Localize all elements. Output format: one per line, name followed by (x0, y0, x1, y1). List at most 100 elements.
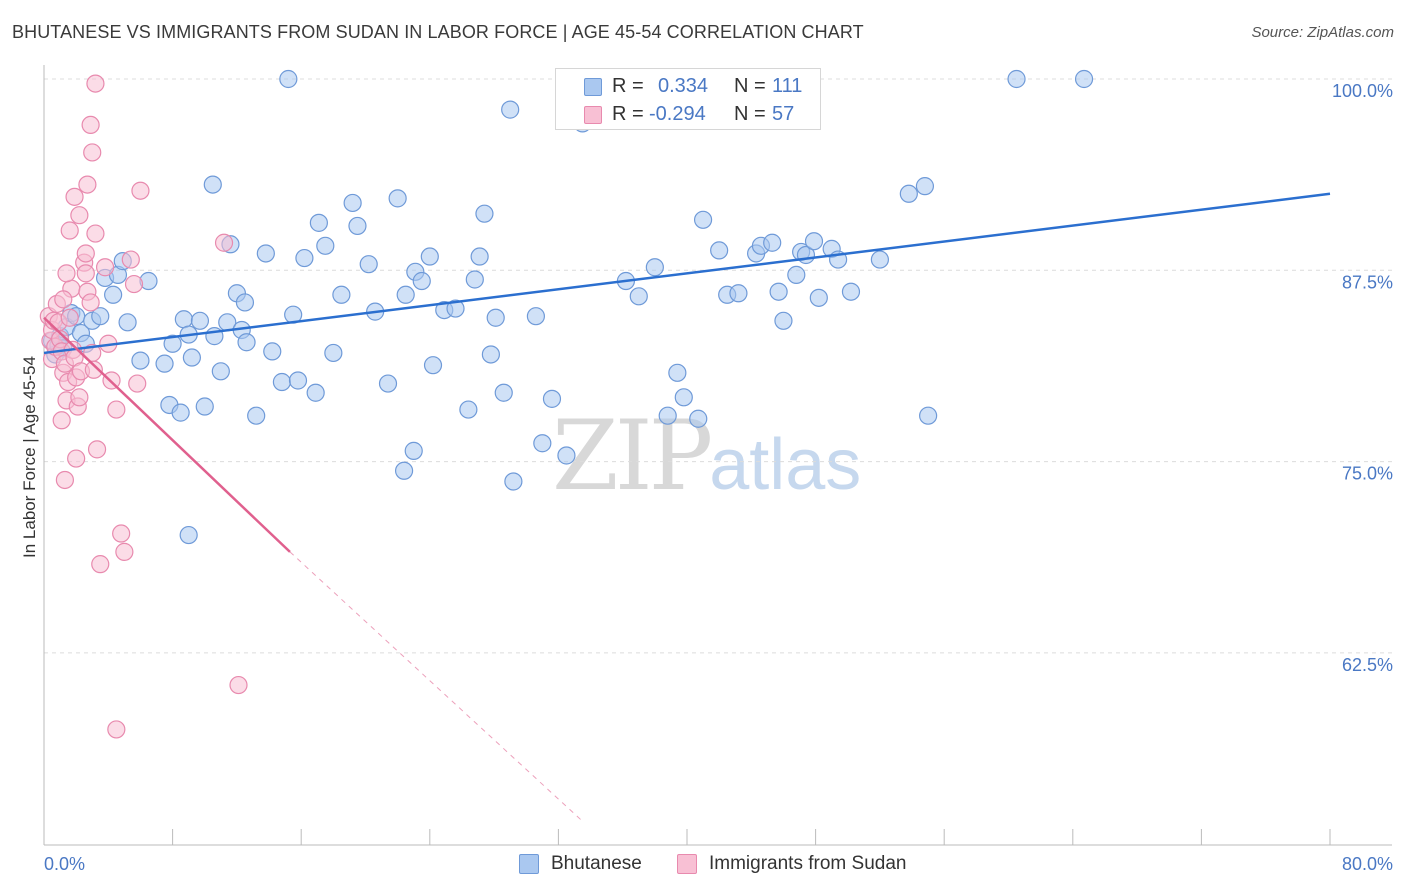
bhutanese-point (279, 69, 298, 89)
y-tick-labels: 62.5% 75.0% 87.5% 100.0% (1332, 81, 1393, 675)
series-label-sudan: Immigrants from Sudan (709, 853, 907, 874)
legend-row-bhutanese: R = 0.334 N = 111 (556, 73, 820, 101)
bhutanese-point (494, 383, 513, 402)
bhutanese-point (404, 441, 423, 460)
legend-swatch-blue (584, 78, 602, 96)
bhutanese-point (763, 233, 782, 252)
bhutanese-point (486, 308, 505, 327)
series-legend: Bhutanese Immigrants from Sudan (0, 852, 1406, 878)
sudan-point (91, 555, 110, 574)
axes (43, 65, 1392, 846)
sudan-point (54, 290, 73, 309)
sudan-point (112, 524, 131, 543)
sudan-point (60, 221, 79, 240)
sudan-point (107, 400, 126, 419)
bhutanese-point (412, 271, 431, 291)
bhutanese-point (182, 348, 201, 367)
legend-r-label: R = (612, 75, 644, 97)
bhutanese-point (104, 285, 123, 304)
sudan-point (83, 143, 102, 162)
bhutanese-point (235, 293, 255, 312)
bhutanese-point (668, 363, 687, 382)
bhutanese-point (171, 403, 190, 422)
bhutanese-point (809, 288, 828, 307)
legend-n-value: 57 (772, 103, 795, 125)
sudan-point (55, 470, 74, 490)
bhutanese-point (203, 175, 222, 194)
sudan-point (70, 206, 89, 225)
sudan-point (107, 720, 126, 739)
sudan-points (39, 74, 248, 739)
sudan-trend-line (43, 316, 291, 553)
watermark-atlas: atlas (709, 425, 862, 505)
zipatlas-watermark: ZIPatlas (552, 400, 861, 512)
bhutanese-point (446, 299, 465, 318)
x-tick-label: 80.0% (1342, 854, 1393, 874)
bhutanese-point (378, 374, 398, 393)
bhutanese-point (394, 461, 414, 480)
sudan-point (67, 449, 86, 468)
bhutanese-point (629, 287, 648, 306)
bhutanese-point (359, 255, 378, 274)
sudan-point (124, 274, 144, 294)
y-tick-label: 62.5% (1342, 655, 1393, 675)
bhutanese-point (481, 345, 500, 364)
legend-swatch-pink (584, 106, 602, 124)
sudan-point (131, 181, 150, 200)
legend-r-label: R = (612, 103, 644, 125)
bhutanese-point (459, 400, 478, 419)
bhutanese-point (475, 204, 494, 223)
legend-row-sudan: R = -0.294 N = 57 (556, 101, 820, 129)
bhutanese-point (542, 389, 562, 408)
series-swatch-pink (677, 854, 697, 874)
bhutanese-point (324, 343, 343, 363)
bhutanese-point (211, 362, 230, 381)
bhutanese-point (1074, 69, 1094, 89)
sudan-point (86, 74, 105, 93)
legend-n-value: 111 (772, 75, 803, 97)
bhutanese-point (118, 313, 137, 332)
bhutanese-point (774, 311, 793, 330)
bhutanese-point (343, 193, 362, 213)
y-tick-label: 75.0% (1342, 464, 1393, 484)
sudan-trend-extension (289, 551, 583, 822)
sudan-point (57, 264, 76, 283)
bhutanese-point (501, 100, 520, 119)
bhutanese-point (272, 372, 292, 392)
bhutanese-point (306, 383, 325, 402)
bhutanese-point (190, 311, 210, 330)
bhutanese-point (247, 406, 266, 425)
bhutanese-point (645, 258, 664, 277)
sudan-point (76, 244, 95, 263)
sudan-point (115, 542, 134, 561)
bhutanese-points (42, 69, 1094, 545)
sudan-point (81, 293, 100, 312)
x-tick-label: 0.0% (44, 854, 85, 874)
bhutanese-point (237, 333, 256, 352)
sudan-point (81, 115, 100, 135)
bhutanese-trend-line (43, 192, 1331, 355)
chart-source: Source: ZipAtlas.com (1251, 24, 1394, 41)
bhutanese-point (533, 434, 552, 453)
bhutanese-point (693, 210, 713, 229)
legend-r-value: -0.294 (649, 103, 706, 125)
bhutanese-point (163, 334, 182, 353)
bhutanese-point (919, 406, 938, 425)
grid-lines (44, 78, 1392, 654)
legend-r-value: 0.334 (658, 75, 709, 97)
x-tick-labels: 0.0% 80.0% (44, 854, 1393, 874)
bhutanese-point (316, 236, 335, 255)
sudan-point (60, 308, 79, 327)
sudan-point (87, 440, 107, 459)
bhutanese-point (674, 388, 693, 407)
series-label-bhutanese: Bhutanese (551, 853, 642, 874)
bhutanese-point (915, 177, 935, 196)
sudan-point (86, 224, 105, 243)
sudan-point (65, 187, 84, 206)
correlation-legend: R = 0.334 N = 111 R = -0.294 N = 57 (555, 68, 821, 130)
bhutanese-point (423, 356, 443, 375)
sudan-point (76, 264, 95, 283)
sudan-point (70, 388, 89, 407)
bhutanese-point (504, 472, 523, 491)
